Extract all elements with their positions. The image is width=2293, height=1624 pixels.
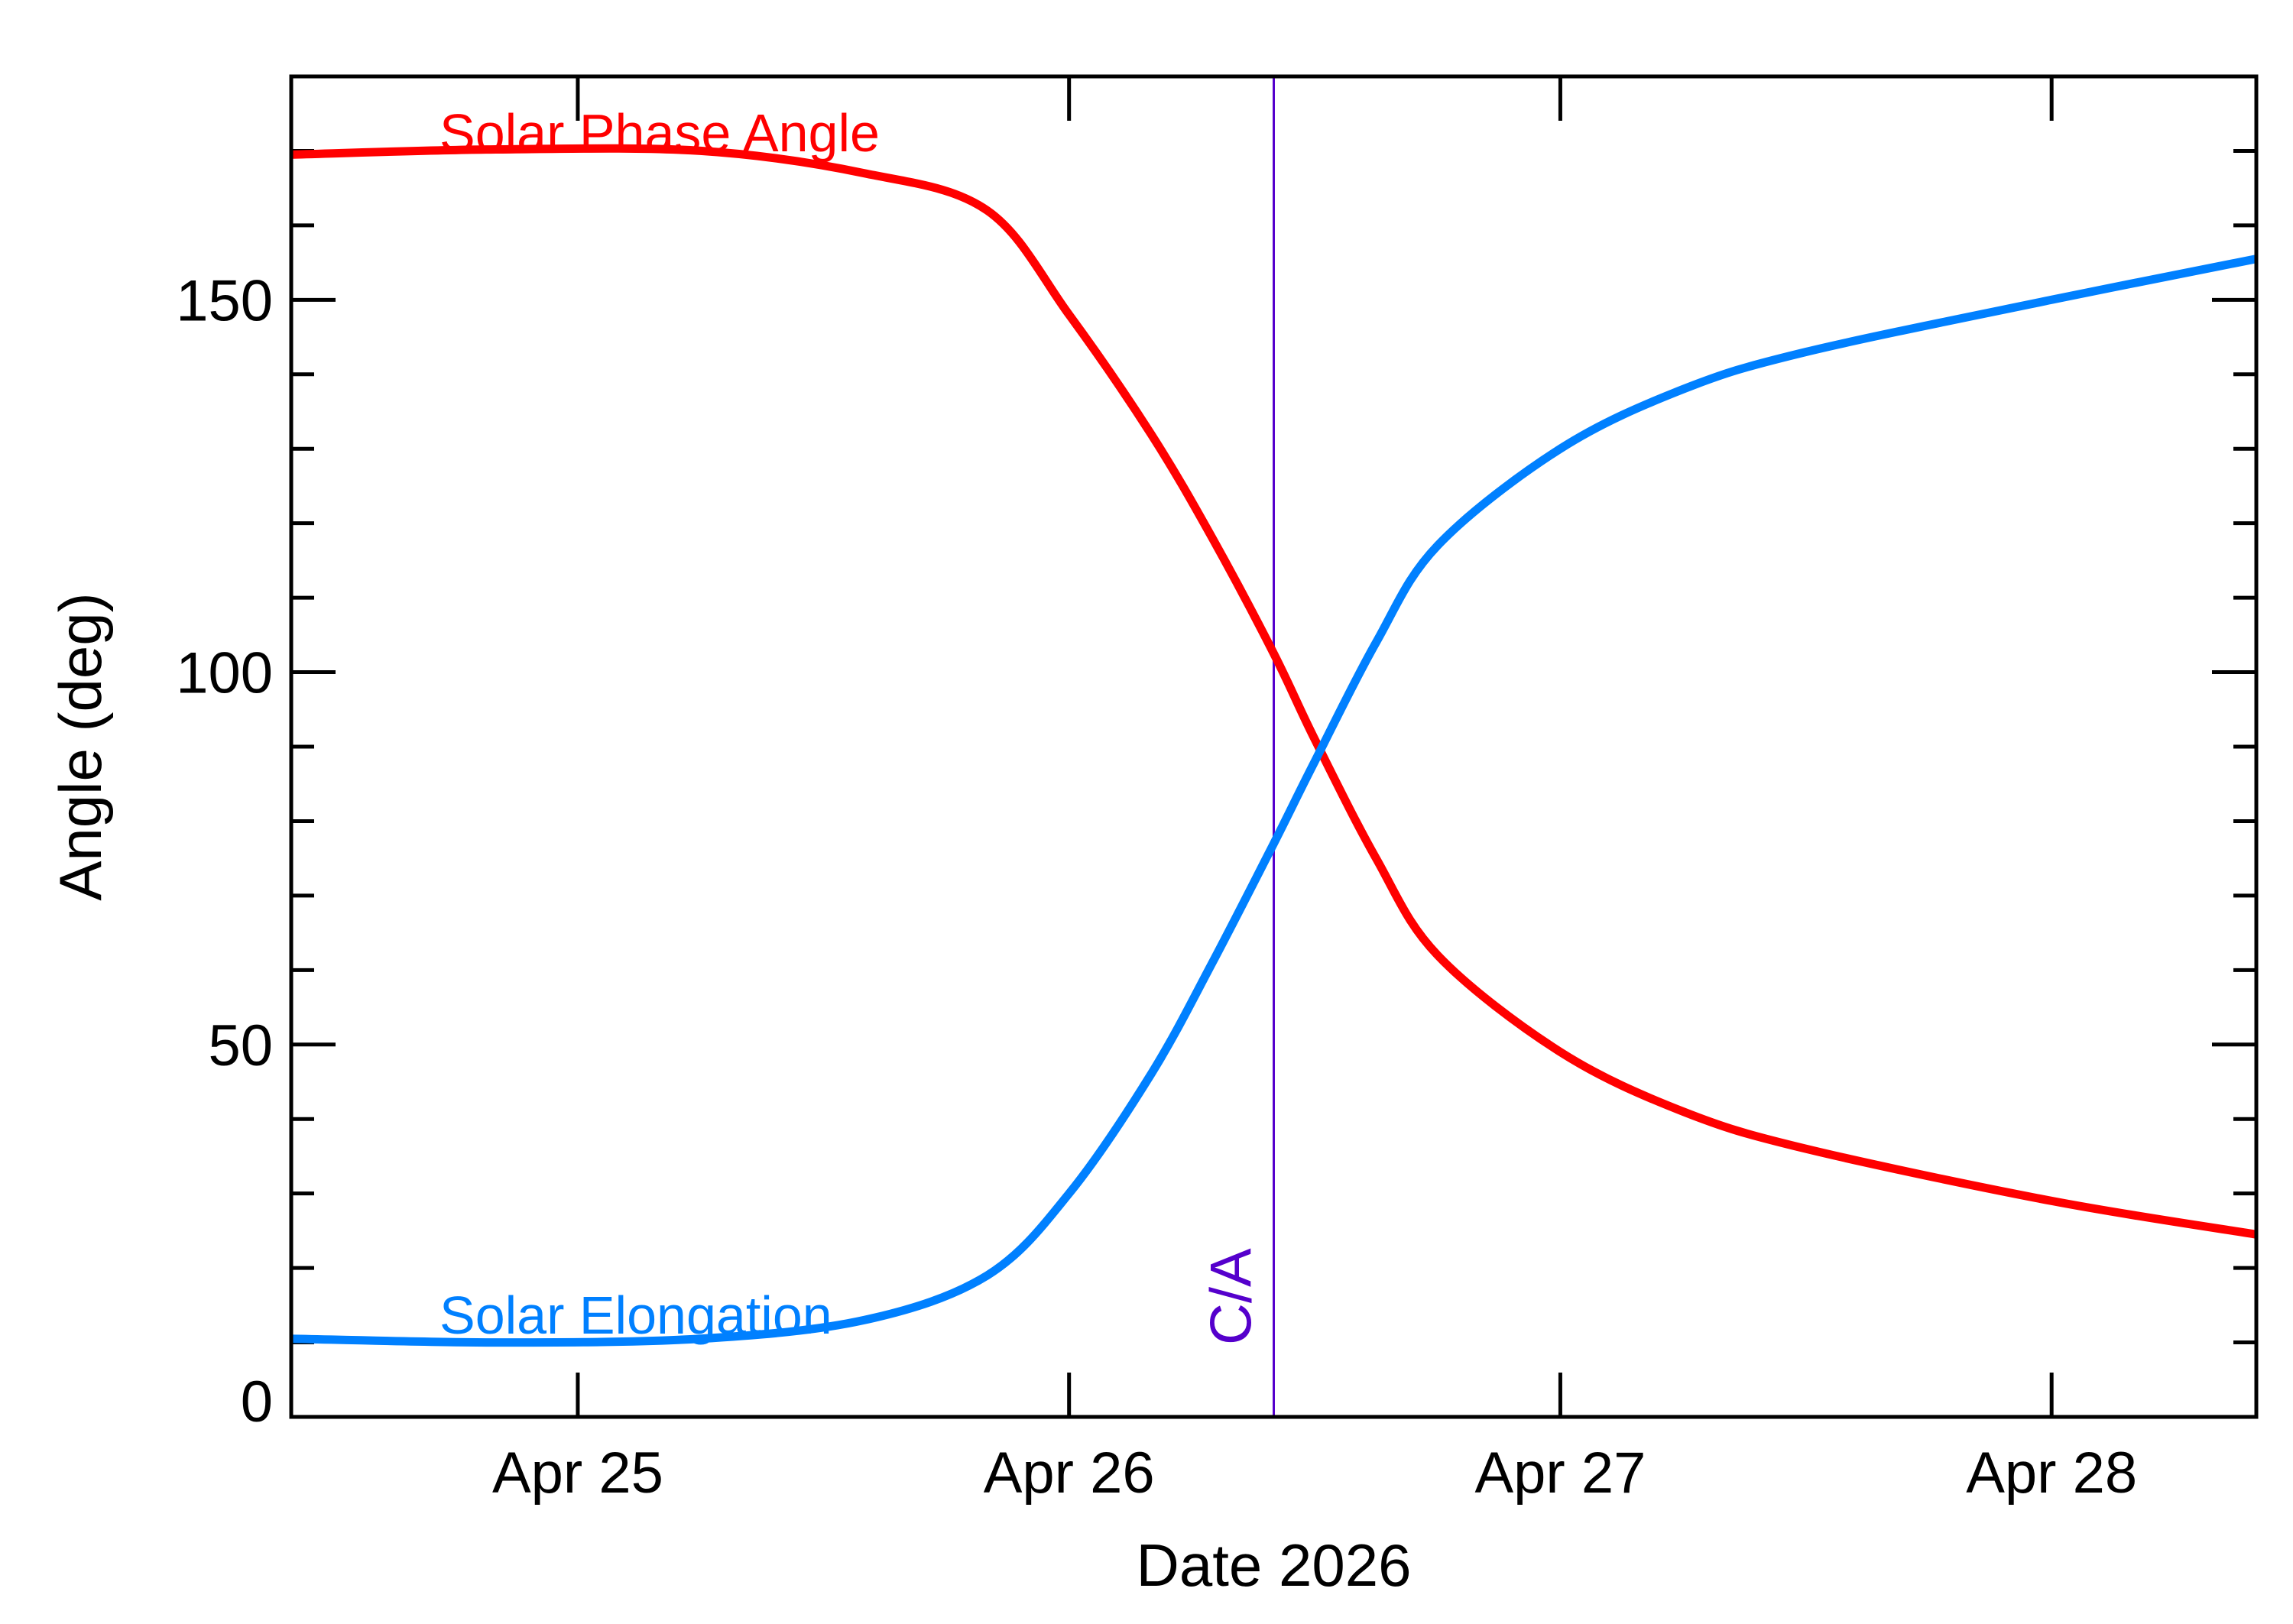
x-tick-label: Apr 26 <box>984 1441 1155 1506</box>
labels-layer: 0 50 100 150 Apr 25 Apr 26 Apr 27 Apr 28 Date 20… <box>47 103 2137 1599</box>
x-tick-label: Apr 28 <box>1966 1441 2137 1506</box>
y-tick-label: 150 <box>176 268 273 333</box>
x-tick-label: Apr 27 <box>1474 1441 1646 1506</box>
series-label-1: Solar Elongation <box>439 1285 832 1345</box>
series-line-0 <box>290 144 2257 1239</box>
y-tick-label: 100 <box>176 641 273 706</box>
y-tick-label: 0 <box>241 1370 273 1434</box>
y-tick-label: 50 <box>208 1013 273 1078</box>
series-label-0: Solar Phase Angle <box>439 103 880 163</box>
series-line-1 <box>290 254 2258 1347</box>
y-axis-title: Angle (deg) <box>47 592 114 900</box>
x-axis-title: Date 2026 <box>1137 1532 1412 1599</box>
plot-frame <box>289 74 2259 1419</box>
x-tick-label: Apr 25 <box>492 1441 663 1506</box>
ca-label: C/A <box>1199 1248 1264 1345</box>
series-layer <box>290 144 2258 1347</box>
